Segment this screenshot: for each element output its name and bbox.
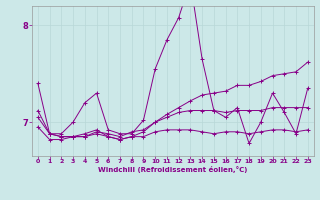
X-axis label: Windchill (Refroidissement éolien,°C): Windchill (Refroidissement éolien,°C) xyxy=(98,166,247,173)
